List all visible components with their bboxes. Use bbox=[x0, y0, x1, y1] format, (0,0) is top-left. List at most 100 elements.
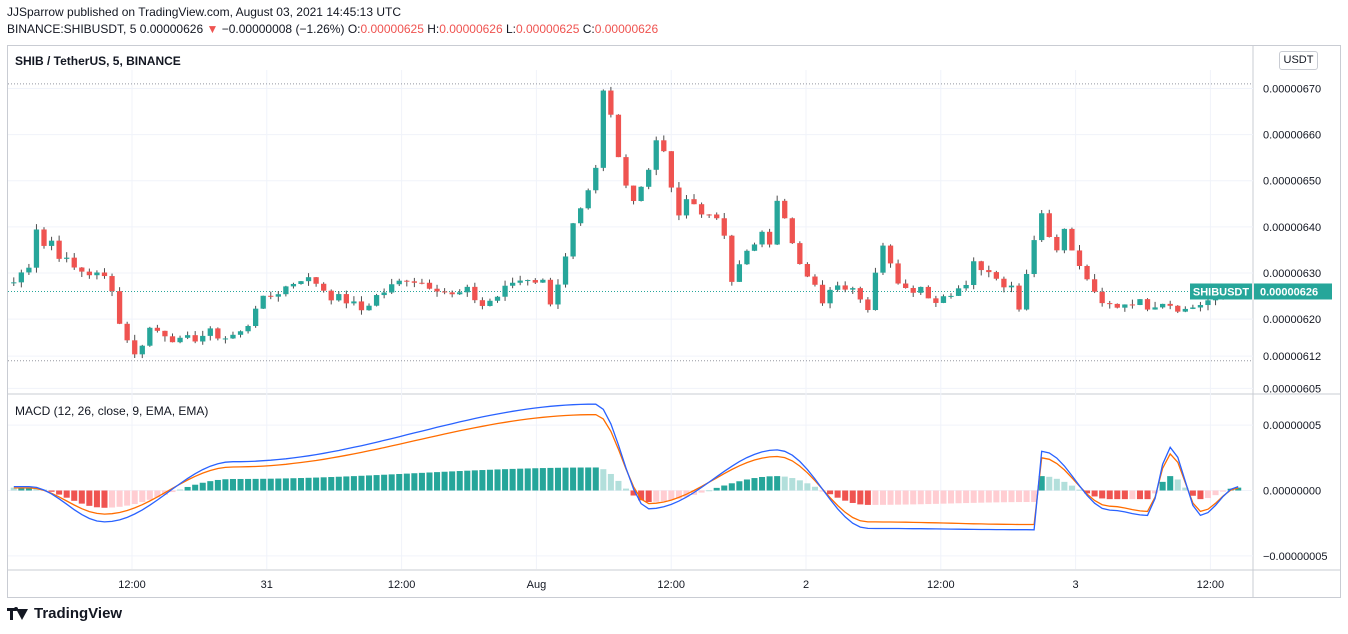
candle-body bbox=[290, 283, 297, 287]
candle-body bbox=[789, 218, 795, 244]
macd-histogram-bar bbox=[381, 474, 388, 491]
macd-histogram-bar bbox=[887, 490, 894, 505]
macd-histogram-bar bbox=[124, 490, 131, 506]
candle-body bbox=[653, 140, 659, 170]
candle-body bbox=[237, 331, 244, 335]
macd-line bbox=[13, 403, 1239, 531]
candle-body bbox=[683, 199, 690, 216]
macd-histogram-bar bbox=[857, 490, 864, 505]
macd-histogram-bar bbox=[78, 490, 85, 504]
macd-histogram-bar bbox=[1121, 490, 1128, 500]
macd-histogram-bar bbox=[1106, 490, 1113, 500]
macd-histogram-bar bbox=[1197, 490, 1204, 500]
macd-histogram-bar bbox=[56, 490, 63, 495]
candle-body bbox=[744, 250, 750, 265]
macd-histogram-bar bbox=[562, 467, 569, 491]
candle-body bbox=[48, 240, 55, 246]
x-tick-label: 3 bbox=[1073, 579, 1079, 591]
high-value: 0.00000626 bbox=[439, 22, 503, 36]
macd-histogram-bar bbox=[396, 473, 403, 491]
currency-button[interactable]: USDT bbox=[1279, 51, 1318, 70]
candle-body bbox=[177, 337, 183, 343]
macd-histogram-bar bbox=[18, 487, 25, 491]
candle-body bbox=[222, 338, 229, 340]
macd-histogram-bar bbox=[1235, 487, 1242, 491]
candle-body bbox=[252, 308, 259, 327]
candle-body bbox=[1114, 303, 1120, 308]
candle-body bbox=[457, 292, 463, 295]
candle-body bbox=[1182, 308, 1188, 312]
candle-body bbox=[857, 288, 863, 300]
macd-histogram-bar bbox=[245, 478, 252, 491]
macd-histogram-bar bbox=[638, 490, 645, 501]
macd-histogram-bar bbox=[947, 490, 955, 504]
candle-body bbox=[615, 114, 622, 158]
candle-body bbox=[872, 272, 879, 311]
candle-body bbox=[109, 276, 115, 292]
candle-body bbox=[1046, 213, 1052, 237]
candle-body bbox=[305, 277, 312, 282]
macd-histogram-bar bbox=[169, 490, 176, 493]
candle-body bbox=[1137, 299, 1143, 306]
macd-histogram-bar bbox=[592, 467, 599, 491]
candle-body bbox=[1076, 250, 1083, 266]
macd-histogram-bar bbox=[441, 471, 448, 491]
macd-histogram-bar bbox=[978, 490, 985, 503]
macd-histogram-bar bbox=[335, 476, 342, 491]
candle-body bbox=[441, 291, 448, 293]
candle-body bbox=[766, 231, 773, 245]
macd-histogram-bar bbox=[1099, 490, 1106, 499]
macd-histogram-bar bbox=[736, 481, 743, 491]
candle-body bbox=[797, 243, 803, 265]
candle-body bbox=[351, 301, 357, 304]
candle-body bbox=[774, 200, 780, 245]
candle-body bbox=[918, 286, 924, 293]
macd-histogram-bar bbox=[297, 478, 305, 491]
macd-histogram-bar bbox=[411, 473, 418, 491]
footer-brand[interactable]: TradingView bbox=[7, 605, 122, 622]
macd-histogram-bar bbox=[1174, 479, 1181, 491]
macd-legend[interactable]: MACD (12, 26, close, 9, EMA, EMA) bbox=[15, 404, 209, 418]
candle-body bbox=[532, 280, 538, 283]
candle-body bbox=[132, 340, 138, 355]
macd-histogram-bar bbox=[1084, 490, 1091, 494]
candle-body bbox=[79, 267, 85, 272]
candle-body bbox=[865, 299, 871, 311]
macd-histogram-bar bbox=[759, 476, 766, 491]
symbol-name[interactable]: BINANCE:SHIBUSDT, 5 bbox=[7, 22, 137, 36]
candle-body bbox=[328, 290, 334, 301]
macd-histogram-bar bbox=[479, 470, 486, 491]
candle-body bbox=[283, 286, 289, 295]
candle-body bbox=[646, 169, 652, 187]
macd-histogram-bar bbox=[630, 490, 637, 496]
macd-histogram-bar bbox=[1189, 490, 1196, 496]
macd-histogram-bar bbox=[494, 469, 501, 491]
candle-body bbox=[404, 280, 410, 282]
candle-body bbox=[245, 326, 251, 332]
macd-histogram-bar bbox=[600, 469, 607, 491]
macd-histogram-bar bbox=[63, 490, 70, 498]
x-tick-label: 12:00 bbox=[118, 579, 146, 591]
candle-body bbox=[1031, 240, 1037, 275]
macd-histogram-bar bbox=[577, 467, 584, 491]
price-tick-label: 0.00000640 bbox=[1263, 222, 1321, 234]
macd-histogram-bar bbox=[267, 478, 274, 491]
macd-histogram-bar bbox=[199, 482, 206, 491]
main-legend[interactable]: SHIB / TetherUS, 5, BINANCE bbox=[15, 54, 181, 68]
candle-body bbox=[540, 279, 546, 283]
candle-body bbox=[1122, 304, 1128, 308]
low-value: 0.00000625 bbox=[516, 22, 580, 36]
candle-body bbox=[1107, 303, 1113, 305]
macd-histogram-bar bbox=[1136, 490, 1143, 500]
candle-body bbox=[1167, 303, 1173, 306]
macd-histogram-bar bbox=[25, 487, 32, 491]
x-tick-label: 31 bbox=[261, 579, 273, 591]
candle-body bbox=[736, 264, 743, 282]
candle-body bbox=[623, 157, 629, 186]
macd-histogram-bar bbox=[154, 490, 161, 498]
macd-histogram-bar bbox=[237, 478, 244, 491]
candle-body bbox=[139, 345, 145, 355]
macd-histogram-bar bbox=[706, 490, 713, 492]
high-label: H: bbox=[427, 22, 440, 36]
